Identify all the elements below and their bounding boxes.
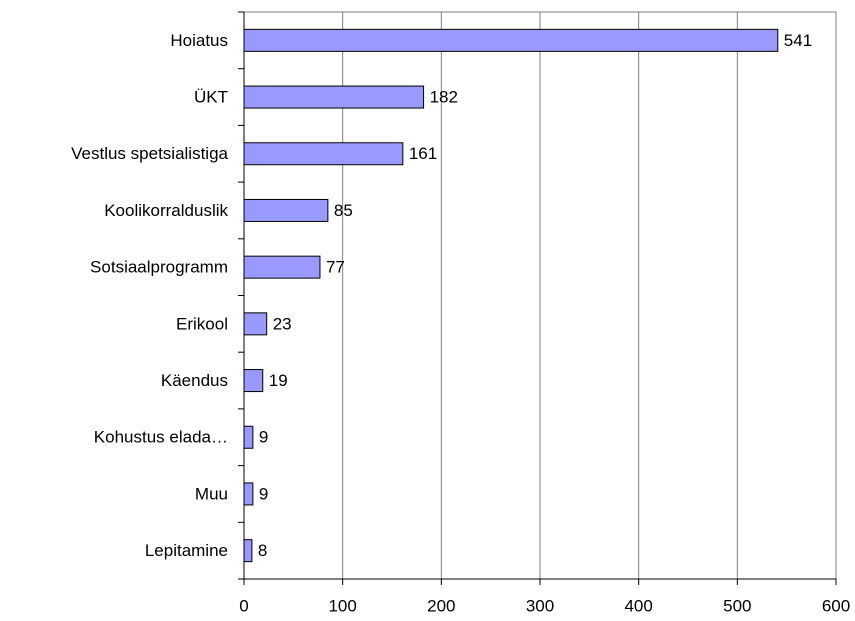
value-label: 9 <box>259 484 268 503</box>
y-tick-label: Lepitamine <box>145 541 228 560</box>
bar <box>243 28 779 52</box>
bar <box>243 539 253 563</box>
x-tick-label: 500 <box>723 596 751 615</box>
x-tick-label: 200 <box>427 596 455 615</box>
value-label: 19 <box>269 371 288 390</box>
x-tick-label: 100 <box>328 596 356 615</box>
value-label: 8 <box>258 541 267 560</box>
x-tick-label: 600 <box>822 596 850 615</box>
y-tick-label: Käendus <box>161 371 228 390</box>
y-tick-label: Hoiatus <box>170 31 228 50</box>
y-tick-label: Kohustus elada… <box>94 428 228 447</box>
value-label: 541 <box>784 31 812 50</box>
value-label: 9 <box>259 428 268 447</box>
y-tick-label: ÜKT <box>194 88 228 107</box>
value-label: 77 <box>326 258 345 277</box>
value-label: 85 <box>334 201 353 220</box>
y-tick-label: Koolikorralduslik <box>104 201 228 220</box>
bar <box>243 198 329 222</box>
value-label: 161 <box>409 144 437 163</box>
x-tick-label: 300 <box>526 596 554 615</box>
bar <box>243 312 268 336</box>
bar <box>243 142 404 166</box>
bar <box>243 369 264 393</box>
x-tick-label: 400 <box>624 596 652 615</box>
y-tick-label: Sotsiaalprogramm <box>90 258 228 277</box>
bar <box>243 425 254 449</box>
value-label: 182 <box>430 88 458 107</box>
bar <box>243 482 254 506</box>
bar <box>243 85 425 109</box>
y-tick-label: Vestlus spetsialistiga <box>71 144 228 163</box>
value-label: 23 <box>273 314 292 333</box>
y-tick-label: Erikool <box>176 314 228 333</box>
x-tick-label: 0 <box>239 596 248 615</box>
y-tick-label: Muu <box>195 484 228 503</box>
bar <box>243 255 321 279</box>
